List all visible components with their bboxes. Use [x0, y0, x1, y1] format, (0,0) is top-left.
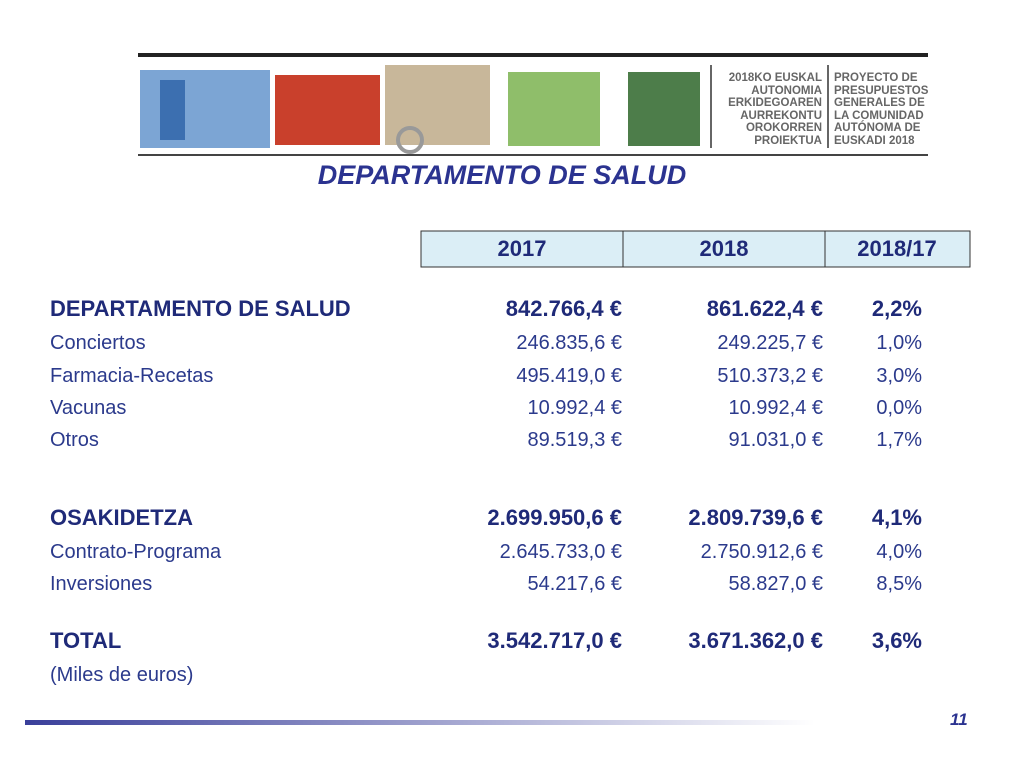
table-cell: 58.827,0 €: [728, 573, 823, 595]
table-cell: 54.217,6 €: [527, 573, 622, 595]
header-line: 2018KO EUSKAL: [728, 72, 822, 84]
row-label: Vacunas: [50, 397, 127, 419]
table-cell: 3.542.717,0 €: [487, 628, 622, 653]
table-cell: 510.373,2 €: [717, 365, 823, 387]
table-cell: 2.645.733,0 €: [499, 541, 622, 563]
table-cell: 2.809.739,6 €: [688, 505, 823, 530]
table-cell: 4,0%: [876, 541, 922, 563]
table-cell: 4,1%: [871, 505, 922, 530]
row-label: TOTAL: [50, 628, 122, 653]
header-line: AUTONOMIA: [751, 84, 822, 97]
row-label: DEPARTAMENTO DE SALUD: [50, 296, 351, 321]
header-line: ERKIDEGOAREN: [728, 97, 822, 110]
header-line: EUSKADI 2018: [834, 135, 915, 147]
table-cell: 2,2%: [871, 296, 922, 321]
row-label: Inversiones: [50, 573, 153, 595]
table-cell: 3.671.362,0 €: [688, 628, 823, 653]
table-cell: 246.835,6 €: [516, 332, 622, 354]
table-cell: 91.031,0 €: [728, 429, 823, 451]
table-cell: 3,0%: [876, 365, 922, 387]
table-cell: 0,0%: [876, 397, 922, 419]
row-label: Farmacia-Recetas: [50, 365, 214, 387]
header-line: AUTÓNOMA DE: [834, 122, 921, 135]
row-label: Contrato-Programa: [50, 541, 222, 563]
header-line: PROIEKTUA: [754, 135, 822, 147]
footnote: (Miles de euros): [50, 664, 194, 686]
header-line: PROYECTO DE: [834, 72, 918, 84]
table-cell: 2.750.912,6 €: [700, 541, 823, 563]
table-cell: 249.225,7 €: [717, 332, 823, 354]
row-label: OSAKIDETZA: [50, 505, 193, 530]
row-label: Conciertos: [50, 332, 146, 354]
header-line: AURREKONTU: [740, 109, 822, 122]
header-line: OROKORREN: [745, 122, 822, 135]
title: DEPARTAMENTO DE SALUD: [317, 160, 687, 190]
column-header: 2018: [699, 236, 749, 261]
table-cell: 495.419,0 €: [516, 365, 622, 387]
column-header: 2018/17: [857, 236, 937, 261]
table-cell: 861.622,4 €: [706, 296, 823, 321]
table-cell: 10.992,4 €: [527, 397, 622, 419]
header-line: GENERALES DE: [834, 97, 925, 110]
column-header: 2017: [497, 236, 547, 261]
table-cell: 842.766,4 €: [505, 296, 622, 321]
table-cell: 3,6%: [871, 628, 922, 653]
table-cell: 1,0%: [876, 332, 922, 354]
table-cell: 1,7%: [876, 429, 922, 451]
page-number: 11: [950, 710, 968, 729]
table-cell: 2.699.950,6 €: [487, 505, 622, 530]
row-label: Otros: [50, 429, 99, 451]
table-cell: 8,5%: [876, 573, 922, 595]
table-cell: 10.992,4 €: [728, 397, 823, 419]
header-line: PRESUPUESTOS: [834, 84, 929, 97]
header-line: LA COMUNIDAD: [834, 109, 924, 122]
table-cell: 89.519,3 €: [527, 429, 622, 451]
